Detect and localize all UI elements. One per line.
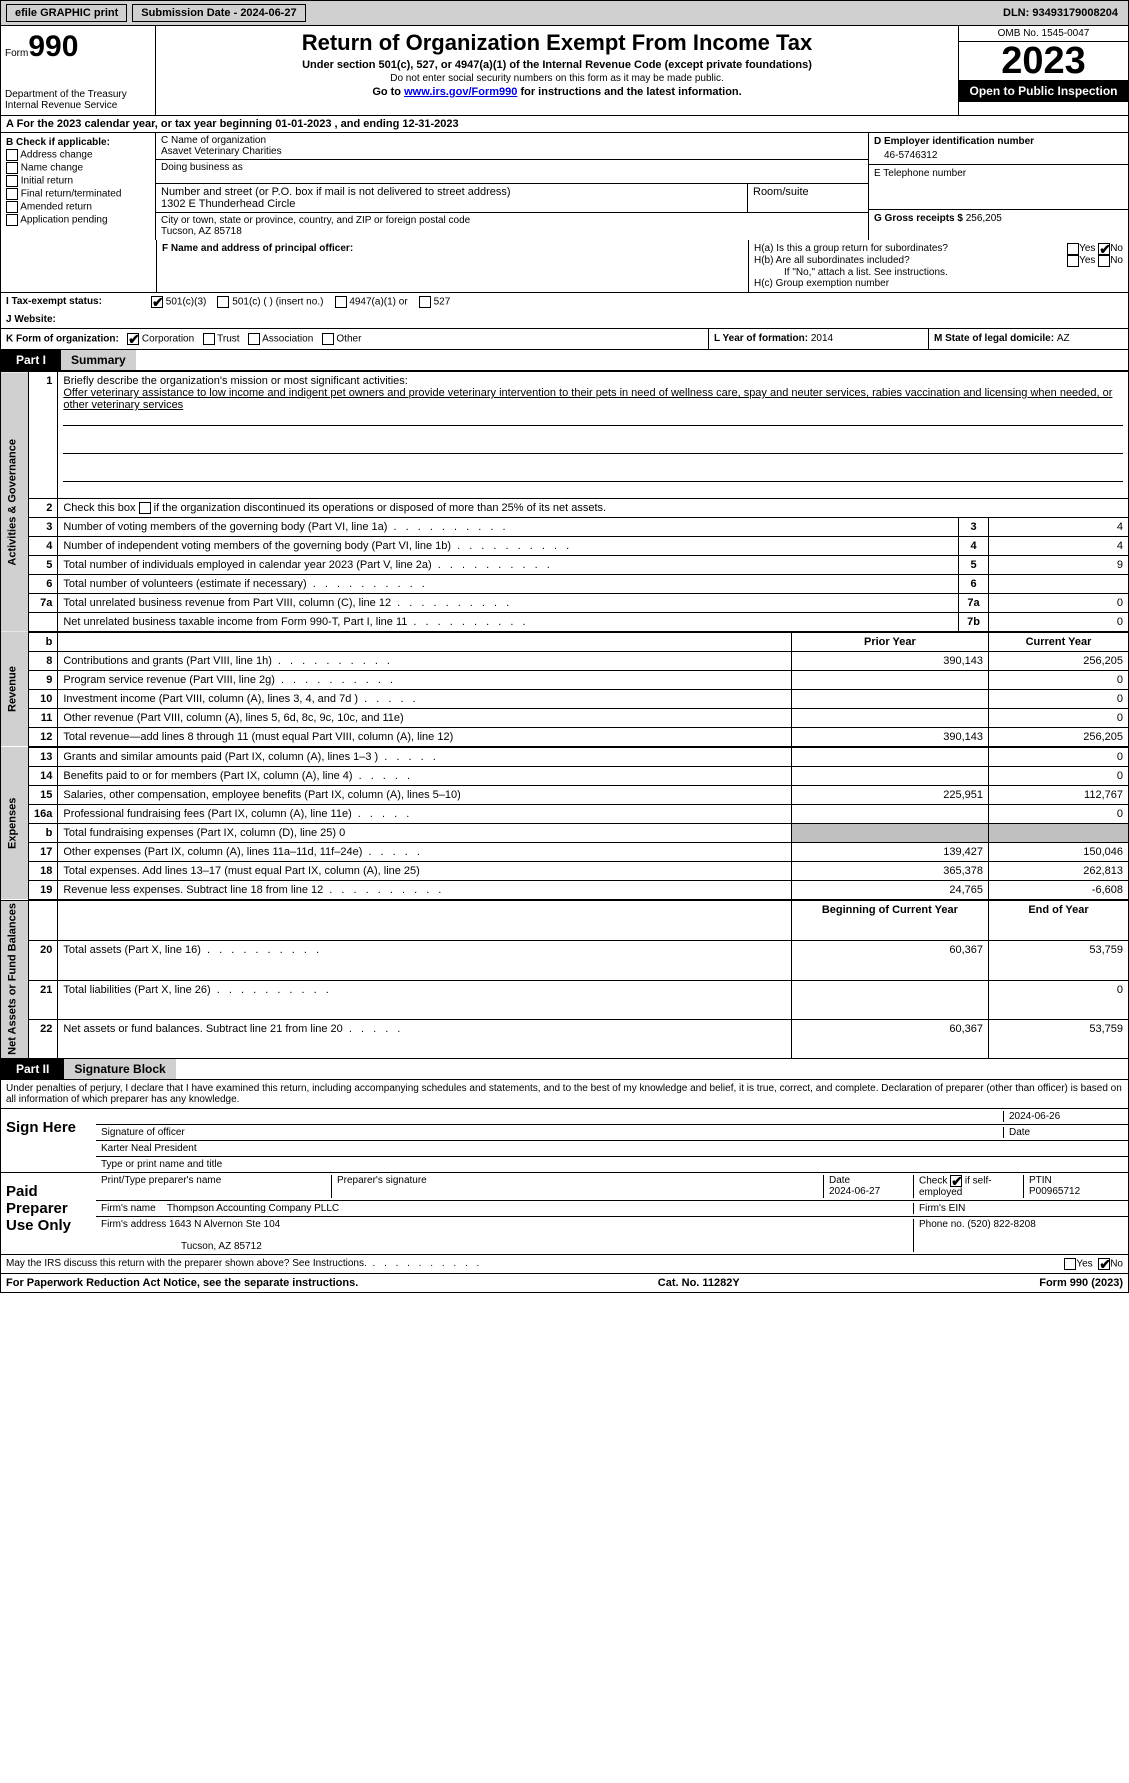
submission-date: Submission Date - 2024-06-27 (132, 4, 305, 22)
box-c-name: C Name of organization Asavet Veterinary… (156, 133, 868, 160)
cb-ha-no[interactable] (1098, 243, 1110, 255)
cb-501c3[interactable] (151, 296, 163, 308)
row-j-website: J Website: (0, 311, 1129, 329)
box-h: H(a) Is this a group return for subordin… (748, 240, 1128, 292)
summary-table: Activities & Governance 1 Briefly descri… (0, 371, 1129, 1059)
cb-hb-yes[interactable] (1067, 255, 1079, 267)
row-klm: K Form of organization: Corporation Trus… (0, 329, 1129, 350)
box-m: M State of legal domicile: AZ (928, 329, 1128, 349)
form-subtitle-1: Under section 501(c), 527, or 4947(a)(1)… (160, 59, 954, 71)
form-number: Form990 (5, 30, 151, 64)
cb-527[interactable] (419, 296, 431, 308)
cb-address-change[interactable] (6, 149, 18, 161)
box-c-city: City or town, state or province, country… (156, 213, 868, 239)
section-bcde: B Check if applicable: Address change Na… (0, 133, 1129, 240)
cb-other[interactable] (322, 333, 334, 345)
cb-4947[interactable] (335, 296, 347, 308)
box-c-street: Number and street (or P.O. box if mail i… (156, 184, 748, 212)
paid-preparer-label: Paid Preparer Use Only (1, 1173, 96, 1254)
cb-assoc[interactable] (248, 333, 260, 345)
cb-corp[interactable] (127, 333, 139, 345)
label-revenue: Revenue (1, 632, 29, 747)
irs-link[interactable]: www.irs.gov/Form990 (404, 86, 517, 98)
paid-preparer-block: Paid Preparer Use Only Print/Type prepar… (0, 1173, 1129, 1255)
cb-ha-yes[interactable] (1067, 243, 1079, 255)
cb-discuss-yes[interactable] (1064, 1258, 1076, 1270)
box-c-room: Room/suite (748, 184, 868, 212)
dln: DLN: 93493179008204 (1003, 7, 1118, 19)
cb-application-pending[interactable] (6, 214, 18, 226)
label-activities-governance: Activities & Governance (1, 372, 29, 633)
row-i: I Tax-exempt status: 501(c)(3) 501(c) ( … (0, 293, 1129, 311)
cb-name-change[interactable] (6, 162, 18, 174)
row-a-calendar-year: A For the 2023 calendar year, or tax yea… (0, 116, 1129, 133)
box-b: B Check if applicable: Address change Na… (1, 133, 156, 240)
box-l: L Year of formation: 2014 (708, 329, 928, 349)
section-fgh: F Name and address of principal officer:… (0, 240, 1129, 293)
cb-self-employed[interactable] (950, 1175, 962, 1187)
cb-line2[interactable] (139, 502, 151, 514)
form-subtitle-3: Go to www.irs.gov/Form990 for instructio… (160, 86, 954, 98)
cb-501c[interactable] (217, 296, 229, 308)
dept-treasury: Department of the Treasury Internal Reve… (5, 89, 151, 111)
sign-here-label: Sign Here (1, 1109, 96, 1172)
form-header: Form990 Department of the Treasury Inter… (0, 26, 1129, 116)
form-title: Return of Organization Exempt From Incom… (160, 30, 954, 56)
box-e-phone: E Telephone number (869, 165, 1128, 210)
label-expenses: Expenses (1, 747, 29, 900)
efile-print-btn[interactable]: efile GRAPHIC print (6, 4, 127, 22)
sign-here-block: Sign Here 2024-06-26 Signature of office… (0, 1109, 1129, 1173)
box-g-gross: G Gross receipts $ 256,205 (869, 210, 1128, 240)
box-c-dba: Doing business as (156, 160, 868, 184)
open-to-public: Open to Public Inspection (959, 80, 1128, 102)
topbar: efile GRAPHIC print Submission Date - 20… (0, 0, 1129, 26)
part1-header: Part ISummary (0, 350, 1129, 371)
perjury-declaration: Under penalties of perjury, I declare th… (0, 1080, 1129, 1109)
cb-hb-no[interactable] (1098, 255, 1110, 267)
footer: For Paperwork Reduction Act Notice, see … (0, 1274, 1129, 1293)
cb-amended-return[interactable] (6, 201, 18, 213)
box-d-ein: D Employer identification number 46-5746… (869, 133, 1128, 165)
box-f: F Name and address of principal officer: (156, 240, 748, 292)
cb-final-return[interactable] (6, 188, 18, 200)
cb-discuss-no[interactable] (1098, 1258, 1110, 1270)
box-k: K Form of organization: Corporation Trus… (1, 329, 708, 349)
irs-discuss-row: May the IRS discuss this return with the… (0, 1255, 1129, 1274)
cb-trust[interactable] (203, 333, 215, 345)
label-net-assets: Net Assets or Fund Balances (1, 900, 29, 1059)
part2-header: Part IISignature Block (0, 1059, 1129, 1080)
form-subtitle-2: Do not enter social security numbers on … (160, 73, 954, 84)
tax-year: 2023 (959, 42, 1128, 80)
cb-initial-return[interactable] (6, 175, 18, 187)
